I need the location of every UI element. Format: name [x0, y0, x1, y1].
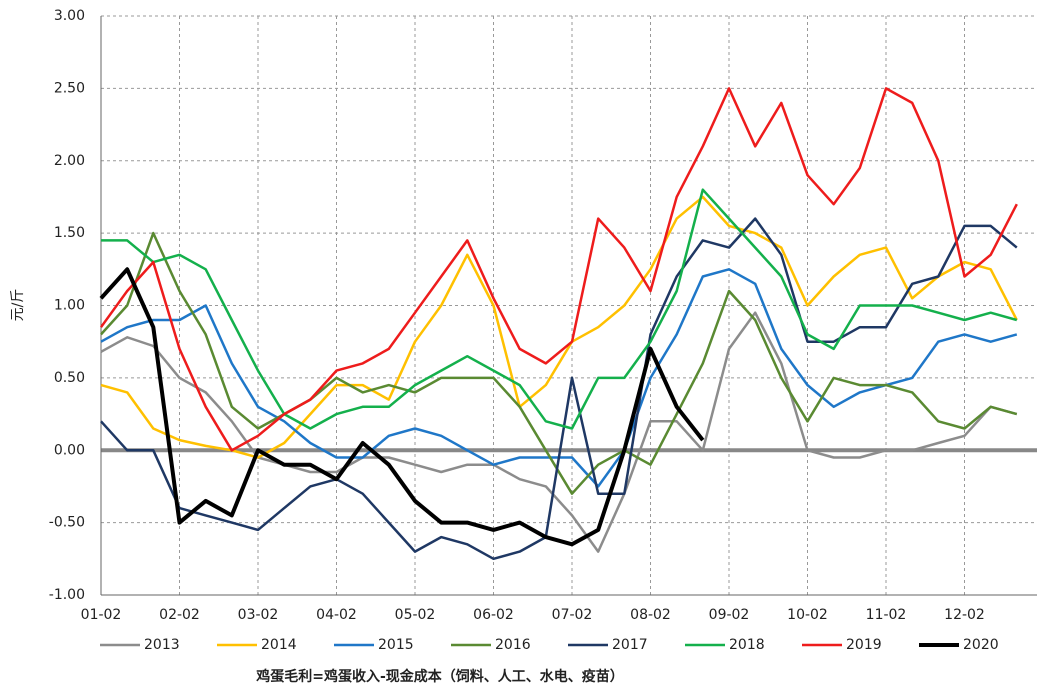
x-tick-label: 12-02 [944, 607, 985, 623]
series-line [100, 217, 1018, 561]
series-line [100, 231, 1018, 495]
x-tick-label: 01-02 [81, 607, 122, 623]
x-tick-label: 07-02 [552, 607, 593, 623]
legend-label: 2020 [963, 637, 999, 653]
series-line [101, 188, 1018, 430]
y-tick-label: -1.00 [49, 587, 85, 603]
series-line [99, 87, 1018, 452]
x-tick-label: 06-02 [473, 607, 514, 623]
y-tick-label: 0.00 [54, 442, 85, 458]
y-tick-label: 2.50 [54, 80, 85, 96]
legend-label: 2019 [846, 637, 882, 653]
legend-label: 2014 [261, 637, 297, 653]
series-line [99, 267, 705, 547]
legend-label: 2017 [612, 637, 648, 653]
x-tick-label: 04-02 [316, 607, 357, 623]
x-tick-label: 05-02 [395, 607, 436, 623]
y-tick-label: 0.50 [54, 370, 85, 386]
legend-label: 2013 [144, 637, 180, 653]
legend-label: 2018 [729, 637, 765, 653]
series-line [100, 311, 1018, 553]
y-tick-label: 1.50 [54, 225, 85, 241]
x-tick-label: 11-02 [866, 607, 907, 623]
x-tick-label: 02-02 [159, 607, 200, 623]
y-tick-label: 1.00 [54, 298, 85, 314]
legend-label: 2015 [378, 637, 414, 653]
x-tick-label: 03-02 [238, 607, 279, 623]
y-axis-label: 元/斤 [10, 289, 26, 322]
x-tick-label: 09-02 [709, 607, 750, 623]
legend-label: 2016 [495, 637, 531, 653]
x-tick-label: 08-02 [630, 607, 671, 623]
footnote: 鸡蛋毛利=鸡蛋收入-现金成本（饲料、人工、水电、疫苗） [255, 668, 624, 685]
y-tick-label: 2.00 [54, 153, 85, 169]
y-tick-label: -0.50 [49, 515, 85, 531]
y-tick-label: 3.00 [54, 8, 85, 24]
x-tick-label: 10-02 [787, 607, 828, 623]
